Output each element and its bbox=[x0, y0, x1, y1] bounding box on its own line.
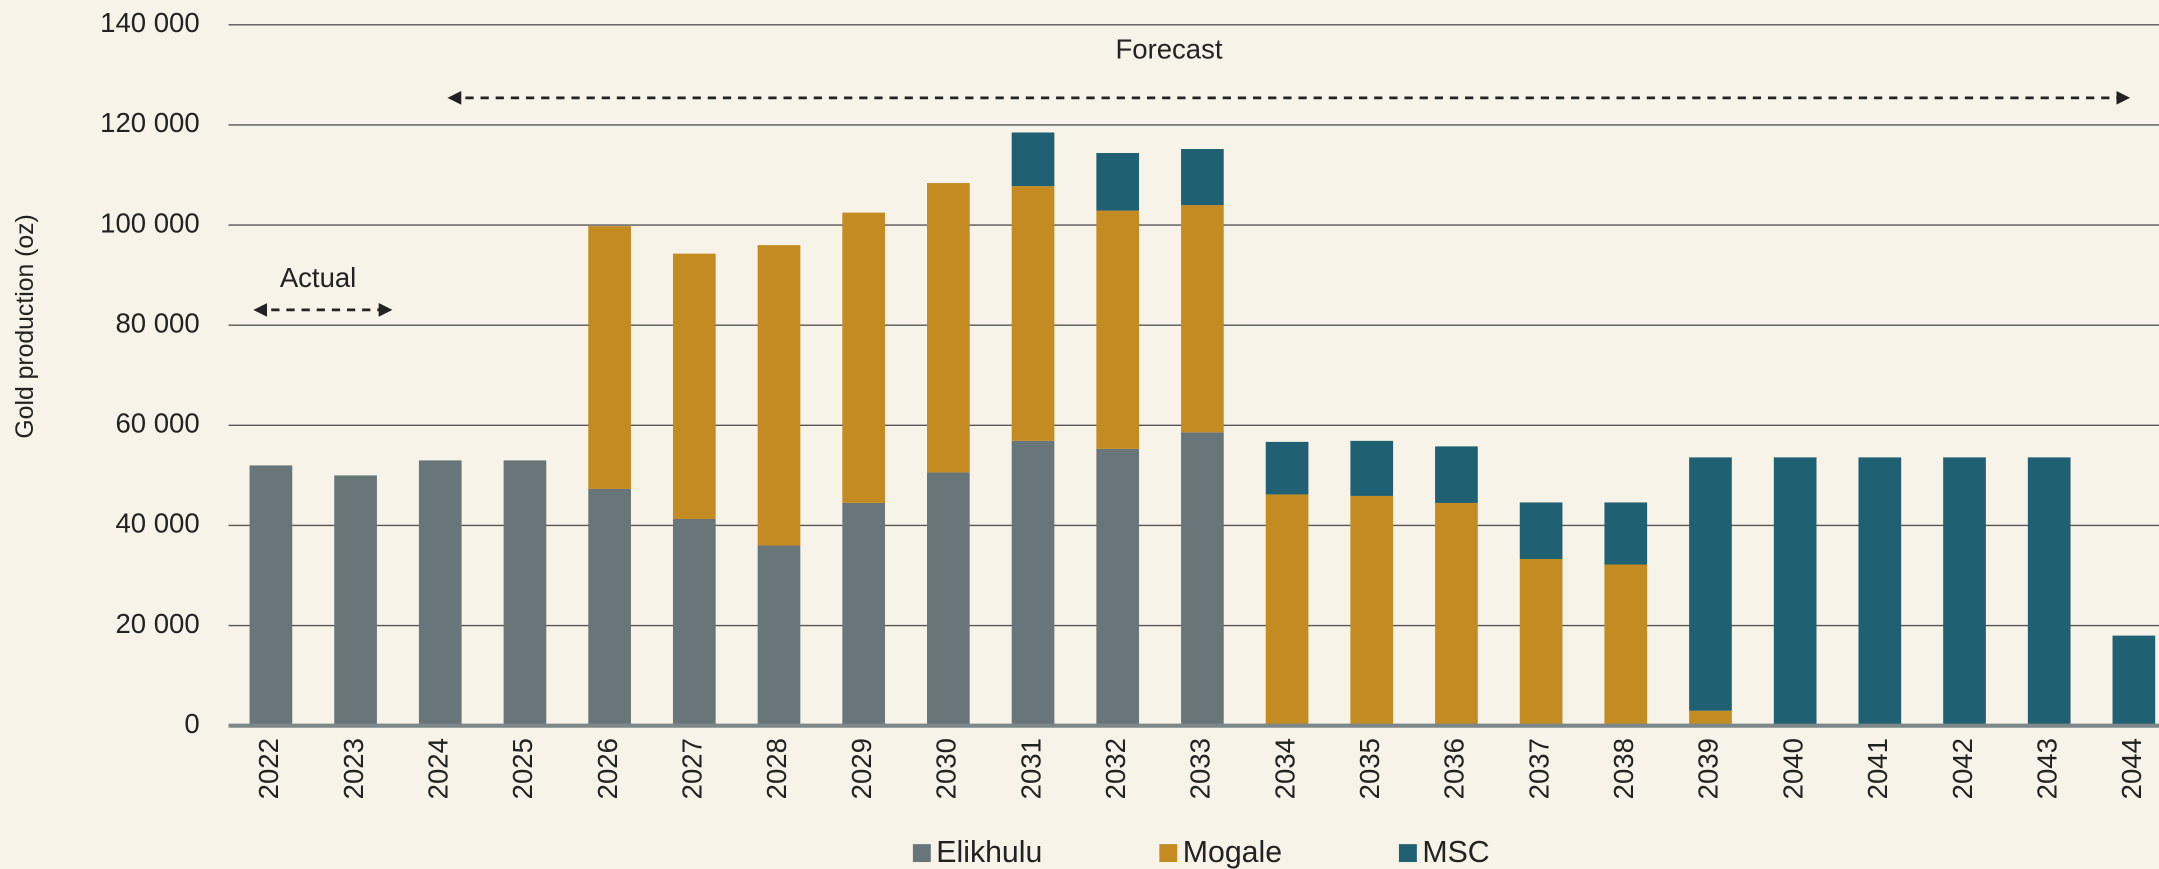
x-tick-label: 2037 bbox=[1523, 738, 1554, 799]
bar-segment bbox=[1265, 494, 1309, 726]
x-tick-label: 2024 bbox=[423, 738, 454, 799]
x-tick-label: 2028 bbox=[761, 738, 792, 799]
bar-segment bbox=[1689, 710, 1732, 726]
bar-segment bbox=[2112, 635, 2156, 726]
x-tick-label: 2026 bbox=[592, 738, 623, 799]
bar-segment bbox=[1011, 440, 1055, 726]
bar-segment bbox=[1350, 440, 1394, 496]
bar-segment bbox=[672, 253, 716, 519]
annotation: Actual bbox=[280, 262, 356, 293]
x-tick-label: 2038 bbox=[1608, 738, 1639, 799]
bar-segment bbox=[588, 226, 631, 489]
bar-segment bbox=[249, 465, 293, 726]
bar-segment bbox=[1096, 153, 1140, 211]
x-tick-label: 2023 bbox=[338, 738, 369, 799]
bar-segment bbox=[1011, 186, 1055, 441]
y-tick-label: 100 000 bbox=[100, 207, 199, 238]
x-tick-label: 2042 bbox=[1947, 738, 1978, 799]
bar-segment bbox=[334, 475, 377, 726]
bar-segment bbox=[1773, 457, 1817, 726]
annotation: Forecast bbox=[1115, 33, 1222, 64]
y-tick-label: 0 bbox=[184, 708, 199, 739]
legend-swatch bbox=[1159, 844, 1178, 863]
x-tick-label: 2030 bbox=[931, 738, 962, 799]
bar-segment bbox=[1689, 457, 1732, 711]
y-axis-label: Gold production (oz) bbox=[12, 214, 39, 438]
bar-segment bbox=[927, 472, 970, 726]
bar-segment bbox=[1350, 495, 1394, 726]
bar-segment bbox=[757, 545, 801, 726]
y-tick-label: 120 000 bbox=[100, 107, 199, 138]
bar-segment bbox=[1265, 441, 1309, 495]
bar-segment bbox=[842, 212, 886, 503]
y-tick-label: 20 000 bbox=[115, 608, 199, 639]
bar-segment bbox=[1435, 502, 1478, 726]
x-tick-label: 2044 bbox=[2116, 738, 2147, 799]
x-tick-label: 2033 bbox=[1185, 738, 1216, 799]
x-tick-label: 2034 bbox=[1269, 738, 1300, 799]
y-tick-label: 140 000 bbox=[100, 7, 199, 38]
bar-segment bbox=[1943, 457, 1986, 726]
x-tick-label: 2041 bbox=[1862, 738, 1893, 799]
y-tick-label: 80 000 bbox=[115, 307, 199, 338]
bar-segment bbox=[1604, 564, 1648, 726]
x-tick-label: 2029 bbox=[846, 738, 877, 799]
bar-segment bbox=[1519, 559, 1563, 726]
bar-segment bbox=[1096, 448, 1140, 726]
bar-segment bbox=[1604, 502, 1648, 565]
bar-segment bbox=[418, 460, 462, 726]
bar-segment bbox=[927, 183, 970, 473]
bar-segment bbox=[1181, 149, 1224, 206]
x-tick-label: 2035 bbox=[1354, 738, 1385, 799]
bar-segment bbox=[842, 502, 886, 726]
bar-segment bbox=[1858, 457, 1902, 726]
x-tick-label: 2043 bbox=[2031, 738, 2062, 799]
bar-segment bbox=[672, 518, 716, 726]
bar-segment bbox=[1096, 210, 1140, 449]
legend-label: Mogale bbox=[1183, 836, 1282, 869]
bar-segment bbox=[1181, 432, 1224, 726]
bar-segment bbox=[1011, 132, 1055, 187]
x-tick-label: 2032 bbox=[1100, 738, 1131, 799]
legend-swatch bbox=[912, 844, 931, 863]
x-tick-label: 2022 bbox=[253, 738, 284, 799]
x-tick-label: 2039 bbox=[1693, 738, 1724, 799]
bar-segment bbox=[2027, 457, 2071, 726]
legend-swatch bbox=[1398, 844, 1417, 863]
x-tick-label: 2036 bbox=[1439, 738, 1470, 799]
bar-segment bbox=[503, 460, 547, 726]
x-tick-label: 2031 bbox=[1015, 738, 1046, 799]
y-tick-label: 40 000 bbox=[115, 508, 199, 539]
x-tick-label: 2040 bbox=[1777, 738, 1808, 799]
bar-segment bbox=[757, 245, 801, 546]
bar-segment bbox=[588, 488, 631, 726]
x-tick-label: 2027 bbox=[677, 738, 708, 799]
bar-segment bbox=[1519, 502, 1563, 560]
bar-segment bbox=[1435, 446, 1478, 503]
legend-label: MSC bbox=[1422, 836, 1489, 869]
bar-segment bbox=[1181, 205, 1224, 433]
legend-label: Elikhulu bbox=[936, 836, 1042, 869]
y-tick-label: 60 000 bbox=[115, 408, 199, 439]
x-tick-label: 2025 bbox=[507, 738, 538, 799]
